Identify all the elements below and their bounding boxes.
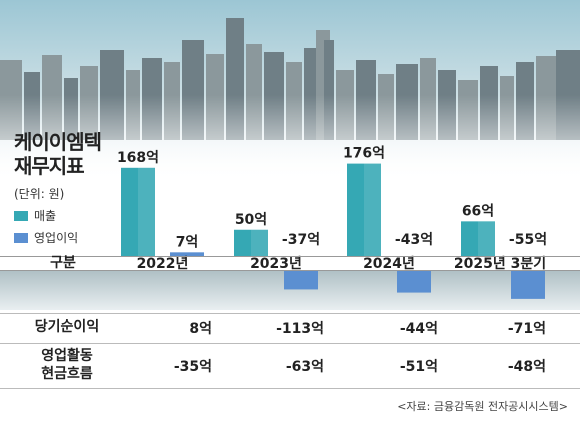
data-label-revenue-2022: 168억 — [117, 150, 159, 166]
data-label-operating-profit-2025q3: -55억 — [509, 232, 547, 248]
row-label-operating-cashflow-1: 영업활동 — [41, 348, 93, 364]
row-divider-3 — [0, 388, 580, 389]
data-label-revenue-2024: 176억 — [343, 146, 385, 162]
unit-label: (단위: 원) — [14, 187, 65, 201]
legend-label-revenue: 매출 — [34, 209, 57, 223]
row-label-net-income: 당기순이익 — [34, 319, 100, 335]
category-label-2022: 2022년 — [137, 256, 189, 272]
bar-revenue-shade — [138, 167, 155, 256]
row-label-operating-cashflow-2: 현금흐름 — [41, 366, 93, 382]
cell-net-income-2022: 8억 — [189, 321, 212, 337]
category-label-2023: 2023년 — [250, 256, 302, 272]
cell-cashflow-2023: -63억 — [285, 359, 324, 375]
chart-title-line2: 재무지표 — [14, 154, 85, 178]
bar-operating-profit-2024 — [397, 270, 431, 293]
data-label-operating-profit-2024: -43억 — [395, 232, 433, 248]
bar-revenue-shade — [478, 221, 495, 256]
legend-item-revenue: 매출 — [14, 207, 56, 224]
axis-line-top — [0, 256, 580, 257]
bar-revenue-shade — [364, 163, 381, 256]
legend-swatch-revenue — [14, 210, 28, 221]
cell-net-income-2023: -113억 — [276, 321, 324, 337]
cell-cashflow-2025q3: -48억 — [507, 359, 546, 375]
bar-revenue-shade — [251, 229, 268, 256]
legend-label-operating-profit: 영업이익 — [34, 231, 79, 245]
bar-operating-profit-2022 — [170, 252, 204, 256]
source-note: <자료: 금융감독원 전자공시시스템> — [397, 400, 568, 413]
bar-revenue-2022 — [121, 167, 155, 256]
row-divider-1 — [0, 313, 580, 314]
bar-operating-profit-2025q3 — [511, 270, 545, 299]
header-label: 구분 — [50, 255, 76, 271]
chart-title-line1: 케이이엠텍 — [14, 130, 102, 154]
data-label-operating-profit-2022: 7억 — [176, 234, 199, 250]
cell-net-income-2024: -44억 — [399, 321, 438, 337]
row-divider-2 — [0, 343, 580, 344]
category-label-2025q3: 2025년 3분기 — [454, 256, 546, 272]
legend-swatch-operating-profit — [14, 232, 28, 243]
bar-revenue-2024 — [347, 163, 381, 256]
cell-cashflow-2022: -35억 — [173, 359, 212, 375]
bar-operating-profit-2023 — [284, 270, 318, 290]
bar-revenue-2025q3 — [461, 221, 495, 256]
category-label-2024: 2024년 — [363, 256, 415, 272]
cell-cashflow-2024: -51억 — [399, 359, 438, 375]
data-label-operating-profit-2023: -37억 — [282, 232, 320, 248]
building — [324, 40, 334, 140]
cell-net-income-2025q3: -71억 — [507, 321, 546, 337]
axis-line-bottom — [0, 270, 580, 271]
legend-item-operating-profit: 영업이익 — [14, 229, 78, 246]
bar-revenue-2023 — [234, 229, 268, 256]
data-label-revenue-2023: 50억 — [235, 212, 267, 228]
data-label-revenue-2025q3: 66억 — [462, 203, 494, 219]
